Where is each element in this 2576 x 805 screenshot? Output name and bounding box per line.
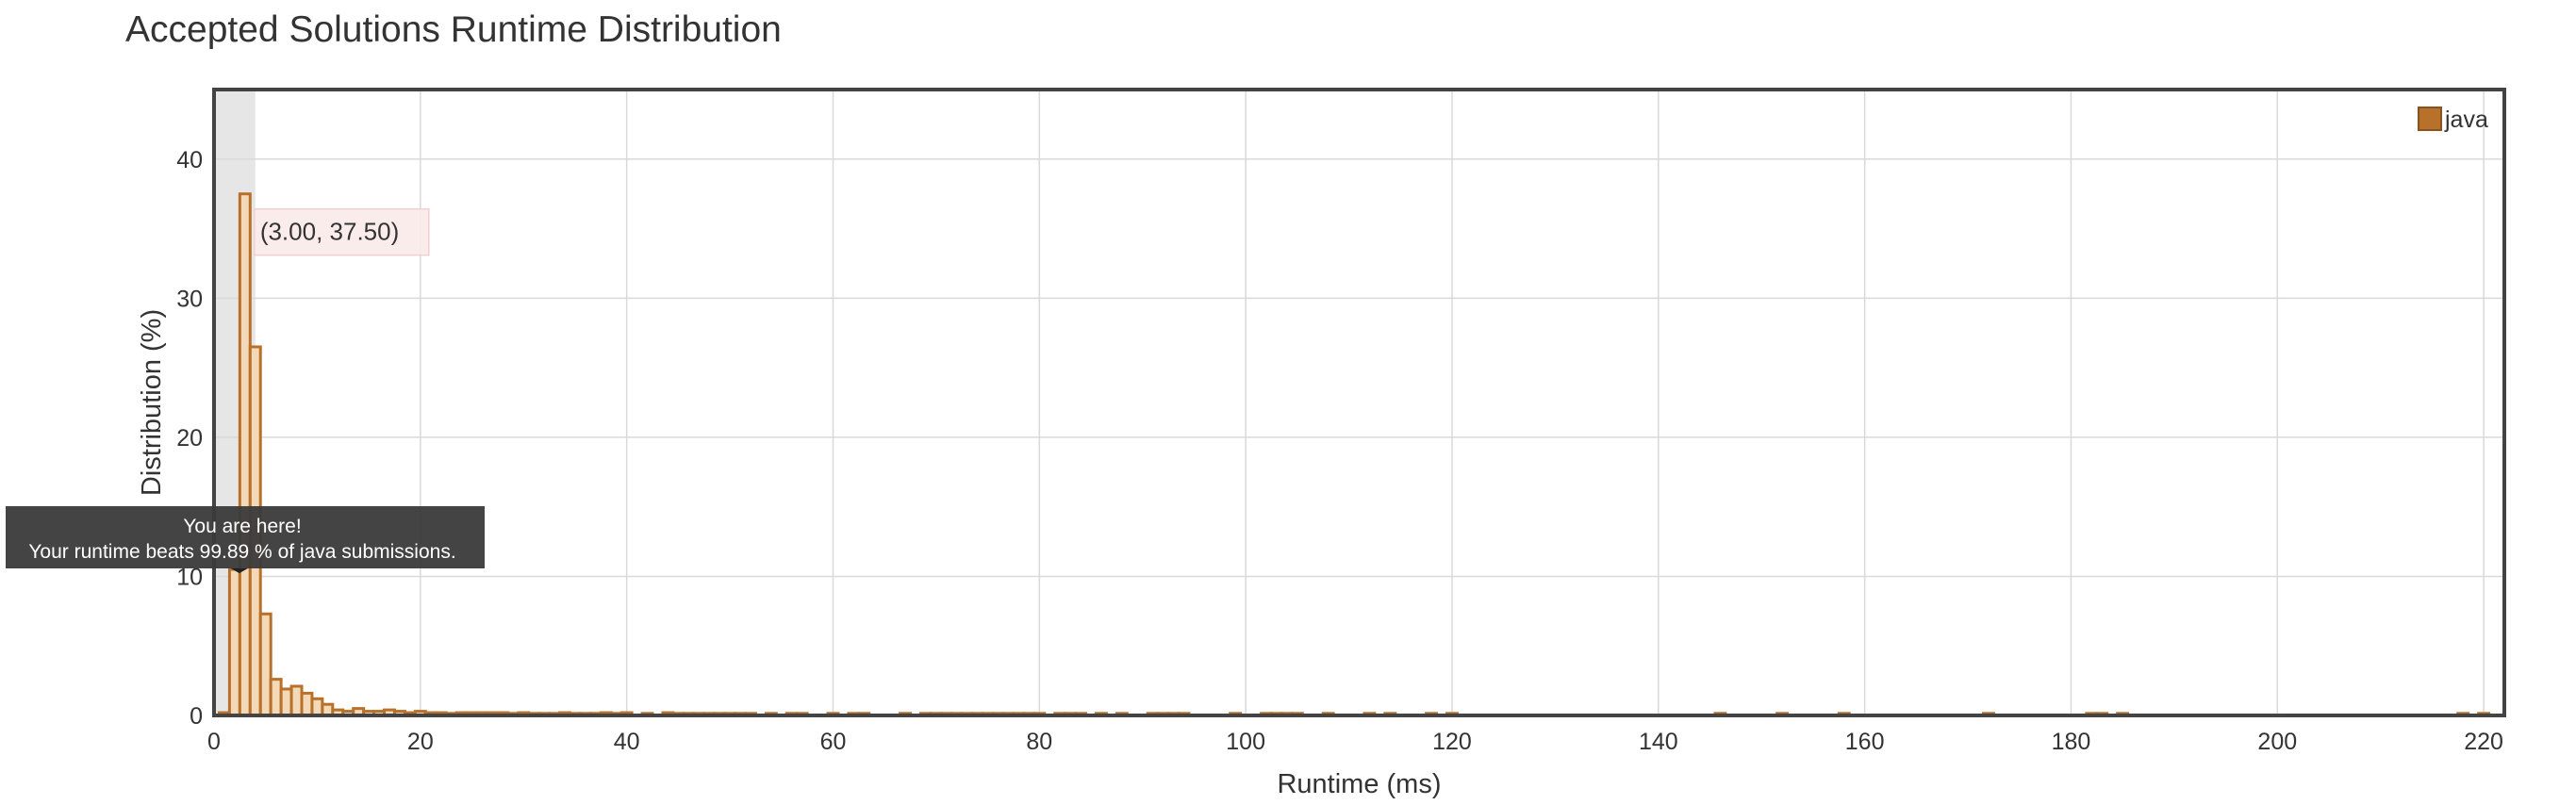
tooltip-line-2: Your runtime beats 99.89 % of java submi… (28, 541, 455, 563)
bar-java[interactable] (269, 678, 283, 717)
tooltip-line-1: You are here! (183, 516, 301, 537)
x-tick-label: 60 (820, 729, 847, 755)
legend[interactable]: java (2418, 107, 2488, 133)
hover-value-label: (3.00, 37.50) (254, 207, 430, 256)
hover-value-text: (3.00, 37.50) (260, 218, 399, 246)
x-axis-title: Runtime (ms) (1277, 769, 1441, 799)
x-tick-label: 20 (407, 729, 434, 755)
x-tick-label: 40 (614, 729, 640, 755)
page-title: Accepted Solutions Runtime Distribution (125, 9, 782, 50)
x-tick-label: 200 (2257, 729, 2297, 755)
y-tick-label: 40 (176, 147, 203, 173)
x-tick-label: 120 (1432, 729, 1472, 755)
y-axis-title: Distribution (%) (137, 309, 167, 496)
legend-swatch-java[interactable] (2418, 107, 2442, 131)
bar-java[interactable] (227, 567, 241, 717)
bar-java[interactable] (279, 687, 293, 717)
you-are-here-tooltip: You are here! Your runtime beats 99.89 %… (6, 506, 485, 574)
y-tick-label: 20 (176, 425, 203, 452)
bar-java[interactable] (289, 684, 304, 717)
y-tick-label: 30 (176, 286, 203, 312)
legend-label-java[interactable]: java (2444, 107, 2488, 133)
x-tick-label: 80 (1026, 729, 1052, 755)
bar-java[interactable] (300, 691, 314, 717)
x-tick-label: 100 (1226, 729, 1265, 755)
y-tick-label: 10 (176, 564, 203, 590)
plot-frame (212, 88, 2506, 717)
bar-java[interactable] (258, 612, 272, 717)
x-tick-label: 0 (207, 729, 221, 755)
x-tick-label: 180 (2052, 729, 2091, 755)
bar-java[interactable] (238, 192, 252, 717)
bar-java[interactable] (310, 697, 324, 717)
x-tick-label: 220 (2464, 729, 2503, 755)
x-tick-label: 140 (1639, 729, 1678, 755)
y-tick-label: 0 (190, 703, 203, 730)
tooltip-pointer (230, 568, 248, 574)
x-tick-label: 160 (1845, 729, 1885, 755)
